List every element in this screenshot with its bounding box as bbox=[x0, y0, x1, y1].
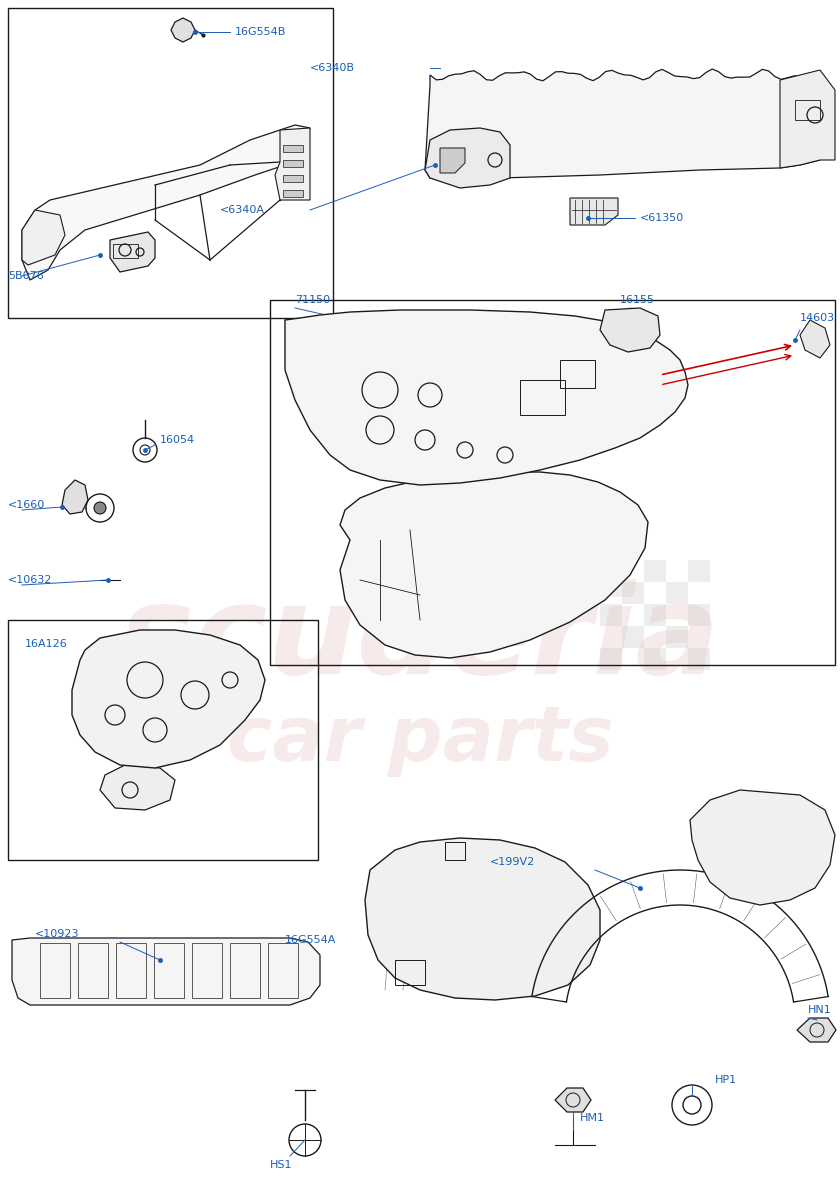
Text: <10923: <10923 bbox=[35, 929, 80, 938]
Text: HN1: HN1 bbox=[808, 1006, 832, 1015]
Text: HM1: HM1 bbox=[580, 1114, 605, 1123]
Polygon shape bbox=[570, 198, 618, 226]
Polygon shape bbox=[555, 1088, 591, 1112]
Polygon shape bbox=[12, 938, 320, 1006]
Bar bbox=[795, 100, 820, 120]
Bar bbox=[560, 360, 595, 388]
Polygon shape bbox=[800, 320, 830, 358]
Bar bbox=[113, 244, 138, 258]
Bar bbox=[600, 648, 622, 670]
Polygon shape bbox=[22, 210, 65, 265]
Text: 16155: 16155 bbox=[620, 295, 655, 305]
Bar bbox=[622, 582, 644, 604]
Polygon shape bbox=[171, 18, 195, 42]
Polygon shape bbox=[62, 480, 88, 514]
Polygon shape bbox=[275, 128, 310, 200]
Text: scuderia: scuderia bbox=[119, 580, 721, 701]
Bar bbox=[40, 943, 70, 998]
Bar bbox=[78, 943, 108, 998]
Bar bbox=[154, 943, 184, 998]
Bar bbox=[666, 582, 688, 604]
Bar bbox=[283, 190, 303, 197]
Polygon shape bbox=[797, 1018, 836, 1042]
Text: car parts: car parts bbox=[227, 703, 613, 778]
Bar bbox=[283, 160, 303, 167]
Polygon shape bbox=[100, 766, 175, 810]
Text: <10632: <10632 bbox=[8, 575, 52, 584]
Bar bbox=[283, 145, 303, 152]
Text: 16054: 16054 bbox=[160, 434, 195, 445]
Bar bbox=[600, 604, 622, 626]
Polygon shape bbox=[440, 148, 465, 173]
Bar bbox=[644, 560, 666, 582]
Text: HS1: HS1 bbox=[270, 1160, 292, 1170]
Bar bbox=[445, 842, 465, 860]
Text: 16A126: 16A126 bbox=[25, 638, 68, 649]
Polygon shape bbox=[780, 70, 835, 168]
Bar bbox=[192, 943, 222, 998]
Circle shape bbox=[683, 1096, 701, 1114]
Bar bbox=[644, 604, 666, 626]
Text: 16G554A: 16G554A bbox=[285, 935, 336, 946]
Bar bbox=[622, 626, 644, 648]
Polygon shape bbox=[22, 125, 310, 280]
Bar bbox=[688, 648, 710, 670]
Polygon shape bbox=[425, 128, 510, 188]
Bar bbox=[600, 560, 622, 582]
Polygon shape bbox=[600, 308, 660, 352]
Text: <61350: <61350 bbox=[640, 214, 685, 223]
Bar bbox=[395, 960, 425, 985]
Bar bbox=[270, 300, 835, 665]
Bar bbox=[666, 626, 688, 648]
Bar bbox=[283, 175, 303, 182]
Bar bbox=[268, 943, 298, 998]
Circle shape bbox=[94, 502, 106, 514]
Bar bbox=[520, 380, 565, 415]
Bar bbox=[688, 560, 710, 582]
Text: <199V2: <199V2 bbox=[490, 857, 535, 866]
Text: <6340B: <6340B bbox=[310, 62, 355, 73]
Polygon shape bbox=[72, 630, 265, 768]
Bar bbox=[8, 620, 318, 860]
Text: <1660: <1660 bbox=[8, 500, 45, 510]
Text: 16G554B: 16G554B bbox=[235, 26, 286, 37]
Bar bbox=[644, 648, 666, 670]
Polygon shape bbox=[110, 232, 155, 272]
Bar bbox=[8, 8, 333, 318]
Bar bbox=[688, 604, 710, 626]
Bar bbox=[116, 943, 146, 998]
Text: 71150: 71150 bbox=[295, 295, 330, 305]
Polygon shape bbox=[340, 472, 648, 658]
Text: HP1: HP1 bbox=[715, 1075, 738, 1085]
Text: 5B076: 5B076 bbox=[8, 271, 44, 281]
Polygon shape bbox=[690, 790, 835, 905]
Polygon shape bbox=[425, 70, 820, 180]
Bar bbox=[230, 943, 260, 998]
Text: 14603: 14603 bbox=[800, 313, 835, 323]
Polygon shape bbox=[285, 310, 688, 485]
Text: <6340A: <6340A bbox=[220, 205, 265, 215]
Polygon shape bbox=[365, 838, 600, 1000]
